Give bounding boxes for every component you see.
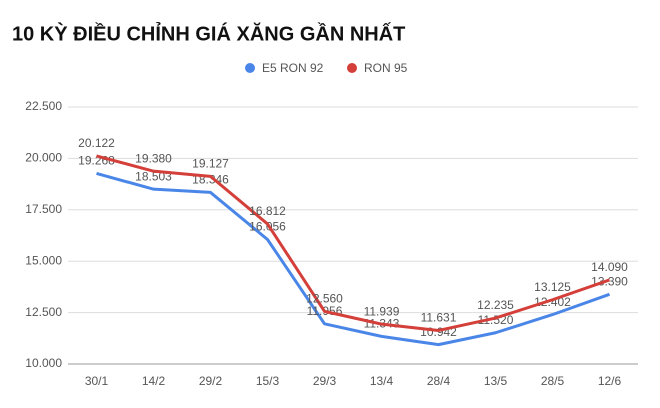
- series-line: [96, 172, 611, 347]
- y-tick-label: 10.000: [25, 356, 62, 370]
- x-tick-label: 12/6: [598, 374, 622, 388]
- y-tick-label: 15.000: [25, 253, 62, 267]
- series-line: [96, 154, 610, 332]
- x-tick-label: 13/4: [370, 374, 394, 388]
- legend-label: E5 RON 92: [262, 61, 324, 75]
- legend-label: RON 95: [364, 61, 408, 75]
- x-tick-label: 13/5: [484, 374, 508, 388]
- data-label: 13.390: [591, 274, 628, 288]
- x-tick-label: 30/1: [85, 374, 109, 388]
- chart-title: 10 KỲ ĐIỀU CHỈNH GIÁ XĂNG GẦN NHẤT: [12, 21, 405, 45]
- legend-marker: [347, 63, 357, 73]
- data-label: 19.380: [135, 151, 172, 165]
- data-label: 19.127: [192, 157, 229, 171]
- x-tick-label: 28/5: [541, 374, 565, 388]
- x-tick-label: 29/3: [313, 374, 337, 388]
- data-label: 20.122: [78, 136, 115, 150]
- data-label: 16.812: [249, 204, 286, 218]
- y-tick-label: 12.500: [25, 305, 62, 319]
- data-label: 13.125: [534, 280, 571, 294]
- y-tick-label: 20.000: [25, 151, 62, 165]
- x-tick-label: 29/2: [199, 374, 223, 388]
- data-label: 12.560: [306, 292, 343, 306]
- x-tick-label: 14/2: [142, 374, 166, 388]
- data-label: 12.235: [477, 298, 514, 312]
- data-label: 14.090: [591, 260, 628, 274]
- data-label: 11.939: [364, 304, 400, 318]
- data-label: 11.631: [421, 311, 457, 325]
- x-tick-label: 28/4: [427, 374, 451, 388]
- data-label: 12.402: [534, 295, 571, 309]
- y-tick-label: 17.500: [25, 202, 62, 216]
- y-tick-label: 22.500: [25, 99, 62, 113]
- legend-marker: [245, 63, 255, 73]
- x-tick-label: 15/3: [256, 374, 280, 388]
